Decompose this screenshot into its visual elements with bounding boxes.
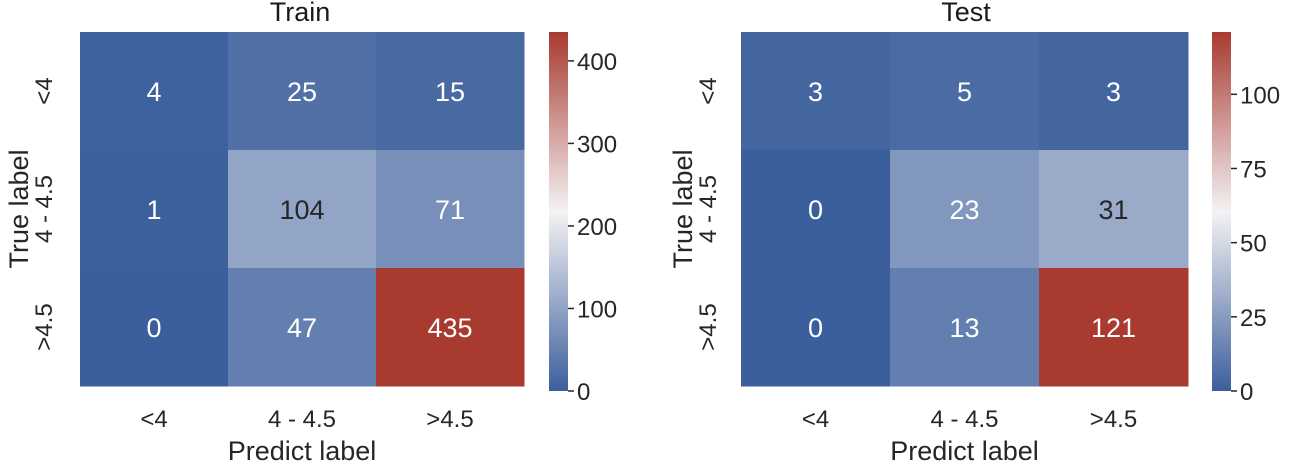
y-axis-label: True label	[668, 149, 698, 268]
chart-title: Test	[941, 0, 991, 27]
heatmap-cell	[1039, 32, 1189, 151]
heatmap-cell	[80, 150, 229, 269]
cell-value-label: 435	[427, 313, 472, 343]
cell-value-label: 15	[435, 77, 465, 107]
heatmap-cell	[376, 150, 525, 269]
y-tick-label: 4 - 4.5	[695, 175, 722, 243]
cell-value-label: 3	[1106, 77, 1121, 107]
cell-value-label: 13	[949, 313, 979, 343]
cell-value-label: 71	[435, 195, 465, 225]
heatmap-cell	[741, 268, 891, 387]
y-axis-label: True label	[4, 149, 34, 268]
heatmap-cell	[376, 32, 525, 151]
colorbar-tick-label: 0	[1240, 379, 1253, 406]
heatmap-cell	[890, 268, 1040, 387]
cell-value-label: 47	[287, 313, 317, 343]
heatmap-cell	[741, 150, 891, 269]
cell-value-label: 5	[957, 77, 972, 107]
x-tick-label: 4 - 4.5	[930, 406, 998, 433]
cell-value-label: 121	[1091, 313, 1136, 343]
colorbar-tick-label: 400	[577, 49, 617, 76]
y-tick-label: <4	[31, 77, 58, 104]
colorbar-tick-label: 50	[1240, 231, 1267, 258]
y-tick-label: <4	[695, 77, 722, 104]
chart-title: Train	[270, 0, 331, 27]
cell-value-label: 3	[808, 77, 823, 107]
cell-value-label: 23	[949, 195, 979, 225]
colorbar-tick-label: 100	[577, 296, 617, 323]
heatmap-cell	[741, 32, 891, 151]
heatmap-cell	[228, 150, 377, 269]
colorbar	[549, 32, 568, 391]
colorbar	[1212, 32, 1231, 391]
heatmap-cell	[890, 32, 1040, 151]
cell-value-label: 0	[146, 313, 161, 343]
cell-value-label: 104	[279, 195, 324, 225]
cell-value-label: 25	[287, 77, 317, 107]
heatmap-panel-test: Test 3 5 3 0 23 31 0 13 121 <4 4 - 4.5 >4.5 <4 4 - 4.5…	[668, 0, 1280, 466]
x-tick-label: >4.5	[1090, 406, 1137, 433]
cell-value-label: 0	[808, 195, 823, 225]
cell-value-label: 1	[146, 195, 161, 225]
x-tick-label: >4.5	[426, 406, 473, 433]
heatmap-cell	[80, 32, 229, 151]
cell-value-label: 0	[808, 313, 823, 343]
heatmap-cell	[1039, 150, 1189, 269]
colorbar-tick-label: 200	[577, 214, 617, 241]
x-tick-label: <4	[802, 406, 829, 433]
colorbar-tick-label: 300	[577, 131, 617, 158]
colorbar-tick-label: 75	[1240, 156, 1267, 183]
colorbar-tick-label: 25	[1240, 305, 1267, 332]
cell-value-label: 31	[1098, 195, 1128, 225]
heatmap-cell	[80, 268, 229, 387]
cell-value-label: 4	[146, 77, 161, 107]
y-tick-label: >4.5	[695, 303, 722, 350]
heatmap-cell	[890, 150, 1040, 269]
x-axis-label: Predict label	[890, 436, 1039, 463]
heatmap-cell	[228, 32, 377, 151]
heatmap-cell	[1039, 268, 1189, 387]
x-tick-label: 4 - 4.5	[268, 406, 336, 433]
x-axis-label: Predict label	[228, 436, 377, 463]
heatmap-panel-train: Train 4 25 15 1 104 71 0 47 435 <4 4 - 4.5 >4.5 <4 4 -…	[4, 0, 617, 466]
x-tick-label: <4	[140, 406, 167, 433]
colorbar-tick-label: 0	[577, 379, 590, 406]
y-tick-label: >4.5	[31, 303, 58, 350]
heatmap-cell	[376, 268, 525, 387]
colorbar-tick-label: 100	[1240, 82, 1280, 109]
heatmap-cell	[228, 268, 377, 387]
y-tick-label: 4 - 4.5	[31, 175, 58, 243]
